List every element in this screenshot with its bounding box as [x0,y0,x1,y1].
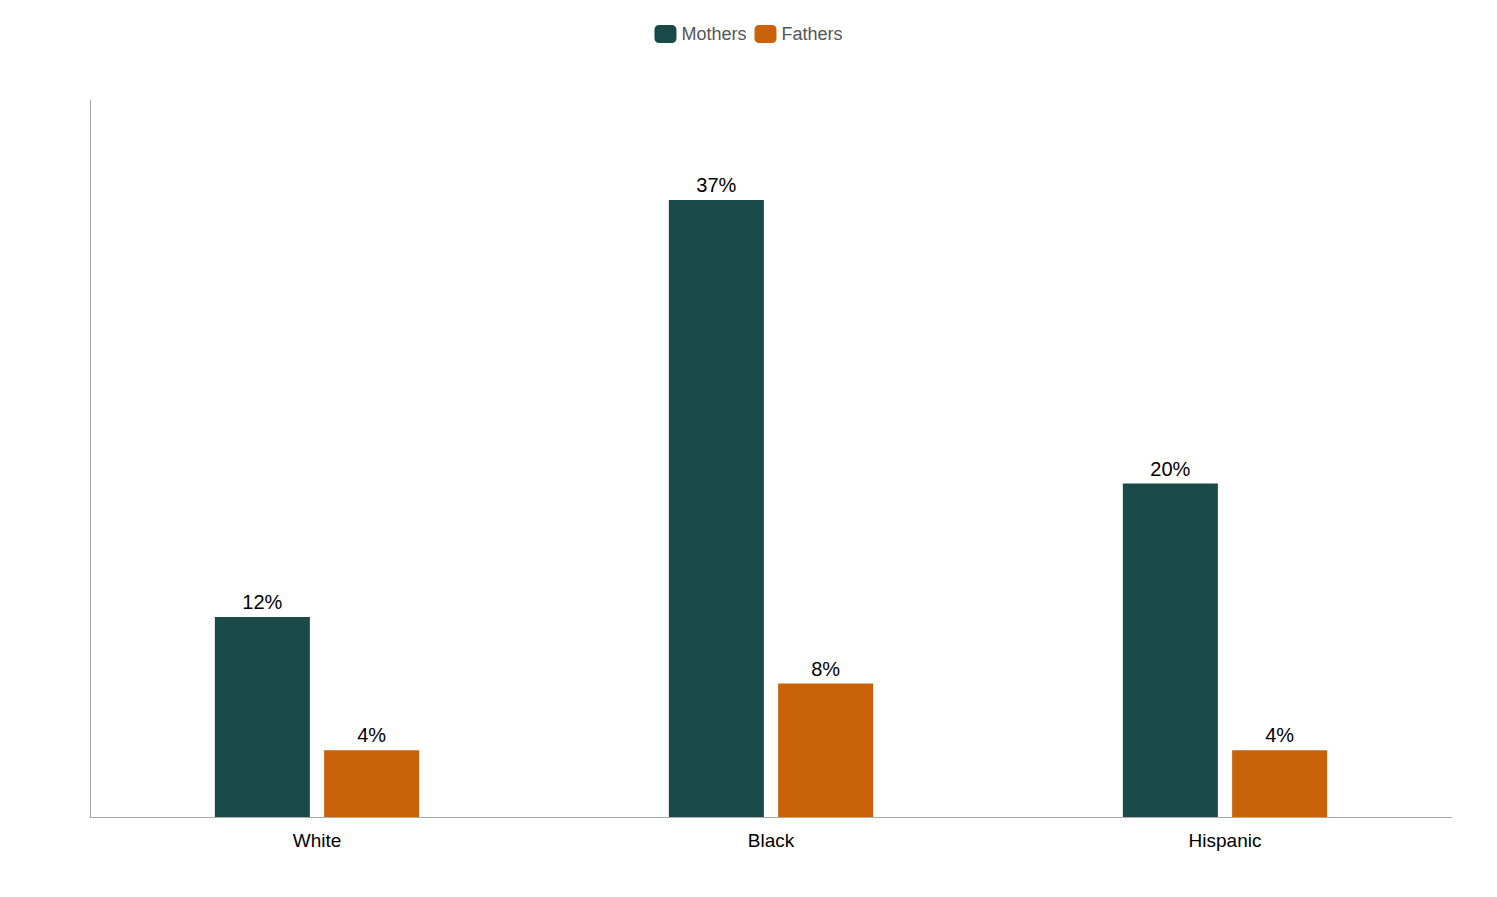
svg-text:8%: 8% [811,658,840,680]
svg-text:Black: Black [748,830,795,851]
svg-text:20%: 20% [1150,458,1190,480]
svg-text:Mothers: Mothers [681,24,746,44]
svg-text:12%: 12% [242,591,282,613]
svg-text:37%: 37% [696,174,736,196]
svg-text:White: White [293,830,342,851]
svg-text:Fathers: Fathers [781,24,842,44]
svg-text:4%: 4% [1265,724,1294,746]
svg-text:Hispanic: Hispanic [1189,830,1262,851]
svg-text:4%: 4% [357,724,386,746]
